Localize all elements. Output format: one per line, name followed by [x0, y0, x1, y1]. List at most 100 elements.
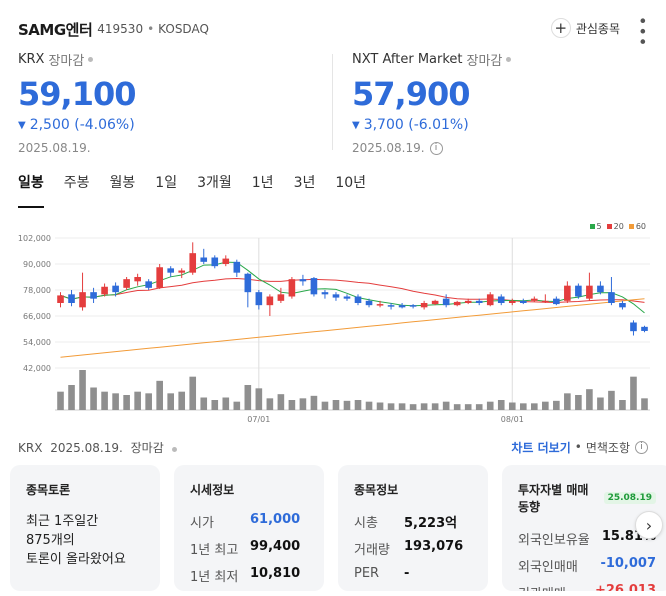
volume-bar	[464, 404, 472, 410]
legend-label: 5	[596, 222, 602, 231]
add-favorite-button[interactable]: + 관심종목	[550, 18, 620, 38]
chevron-right-icon[interactable]: ›	[635, 511, 663, 539]
row-value: 61,000	[250, 512, 301, 527]
row-key: 1년 최고	[190, 543, 239, 558]
volume-bar	[442, 401, 450, 410]
ma60-line	[60, 298, 645, 358]
candle-body	[508, 300, 516, 303]
tab-3month[interactable]: 3개월	[197, 175, 232, 191]
tab-weekly[interactable]: 주봉	[63, 175, 90, 191]
candle-body	[266, 296, 274, 306]
card-stock-info[interactable]: 종목정보 시총 5,223억 거래량 193,076 PER -	[338, 465, 488, 591]
legend-swatch	[628, 224, 634, 229]
candlestick-chart[interactable]: 102,000 90,000 78,000 66,000 54,000 42,000 07/…	[0, 218, 666, 428]
candle-body	[453, 301, 461, 306]
candle-body	[398, 305, 406, 308]
candle-body	[178, 270, 186, 273]
y-tick-label: 54,000	[23, 338, 51, 347]
candle-body	[641, 326, 648, 331]
volume-bar	[211, 400, 219, 410]
volume-bar	[222, 397, 230, 410]
candle-body	[519, 300, 527, 303]
volume-bar	[288, 400, 296, 410]
disclaimer-link[interactable]: 면책조항	[585, 440, 630, 455]
volume-bar	[200, 397, 208, 410]
candle-body	[343, 296, 351, 299]
volume-bar	[233, 401, 241, 410]
volume-bar	[409, 404, 417, 410]
nxt-price-panel: NXT After Market 장마감 57,900 ▼ 3,700 (-6.…	[352, 50, 512, 155]
info-row: 1년 최고 99,400	[190, 539, 308, 558]
candle-body	[134, 277, 141, 282]
info-row: 기관매매+26,013	[518, 583, 656, 591]
tab-10year[interactable]: 10년	[335, 175, 367, 191]
card-price-info[interactable]: 시세정보 시가 61,000 1년 최고 99,400 1년 최저 10,810	[174, 465, 324, 591]
card-investor-trend[interactable]: 투자자별 매매동향 25.08.19 외국인보유율 15.81% 외국인매매 -10,…	[502, 465, 666, 591]
tab-daily[interactable]: 일봉	[18, 172, 44, 208]
legend-ma5: 5	[589, 222, 602, 231]
info-row: 외국인보유율 15.81%	[518, 529, 656, 548]
volume-bar	[156, 380, 163, 410]
candle-body	[101, 286, 108, 295]
info-cards: 종목토론 최근 1주일간 875개의 토론이 올라왔어요 시세정보 시가 61,0…	[10, 465, 666, 591]
card-title-row: 투자자별 매매동향 25.08.19	[518, 481, 656, 515]
candle-body	[57, 295, 64, 303]
tab-monthly[interactable]: 월봉	[109, 175, 136, 191]
footer-status: 장마감	[130, 440, 164, 455]
candle-body	[244, 273, 252, 293]
footer-date: 2025.08.19.	[50, 440, 123, 455]
candle-body	[68, 294, 75, 303]
info-row: 거래량 193,076	[354, 539, 472, 558]
volume-bar	[553, 400, 560, 410]
tab-1day[interactable]: 1일	[155, 175, 178, 191]
tab-3year[interactable]: 3년	[293, 175, 316, 191]
tab-1year[interactable]: 1년	[251, 175, 274, 191]
chart-more-link[interactable]: 차트 더보기	[511, 440, 571, 455]
krx-change: ▼ 2,500 (-4.06%)	[18, 117, 135, 133]
legend-swatch	[606, 224, 612, 229]
down-arrow-icon: ▼	[18, 119, 26, 131]
volume-bar	[134, 391, 141, 410]
discussion-line: 토론이 올라왔어요	[26, 552, 126, 567]
info-icon[interactable]: i	[635, 440, 648, 454]
volume-bar	[619, 400, 626, 410]
krx-date: 2025.08.19.	[18, 141, 91, 155]
volume-bar	[332, 400, 340, 410]
candle-body	[553, 298, 560, 305]
info-icon[interactable]: i	[429, 141, 443, 155]
nxt-change: ▼ 3,700 (-6.01%)	[352, 117, 511, 133]
volume-bar	[266, 398, 274, 410]
nxt-price: 57,900	[352, 75, 470, 113]
nxt-status: 장마감	[466, 54, 503, 69]
info-row: PER -	[354, 566, 472, 581]
candle-body	[486, 294, 494, 306]
candle-body	[167, 268, 174, 273]
card-discussion[interactable]: 종목토론 최근 1주일간 875개의 토론이 올라왔어요	[10, 465, 160, 591]
row-value: -10,007	[600, 556, 656, 571]
candle-body	[376, 304, 384, 306]
candle-body	[542, 300, 549, 303]
volume-bar	[310, 395, 318, 410]
footer-market: KRX	[18, 440, 43, 455]
candle-body	[321, 292, 329, 295]
down-arrow-icon: ▼	[352, 119, 360, 131]
nxt-label-row: NXT After Market 장마감	[352, 50, 512, 69]
volume-bar	[255, 388, 263, 410]
price-chart[interactable]: 102,000 90,000 78,000 66,000 54,000 42,000 07/…	[0, 218, 666, 428]
volume-bar	[508, 402, 516, 410]
x-tick-label: 08/01	[501, 415, 524, 424]
row-key: PER	[354, 566, 380, 581]
volume-bar	[343, 400, 351, 410]
candle-body	[608, 292, 615, 303]
row-key: 시총	[354, 516, 378, 531]
volume-bar	[398, 403, 406, 410]
volume-bar	[299, 398, 307, 410]
candle-body	[564, 285, 571, 301]
krx-price-panel: KRX 장마감 59,100 ▼ 2,500 (-4.06%) 2025.08.…	[18, 50, 136, 155]
volume-bar	[542, 401, 549, 410]
volume-bar	[68, 385, 75, 410]
plus-icon: +	[550, 18, 571, 38]
favorite-label: 관심종목	[575, 21, 620, 36]
more-vertical-icon[interactable]: •••	[633, 16, 652, 48]
nxt-label: NXT After Market	[352, 52, 463, 67]
